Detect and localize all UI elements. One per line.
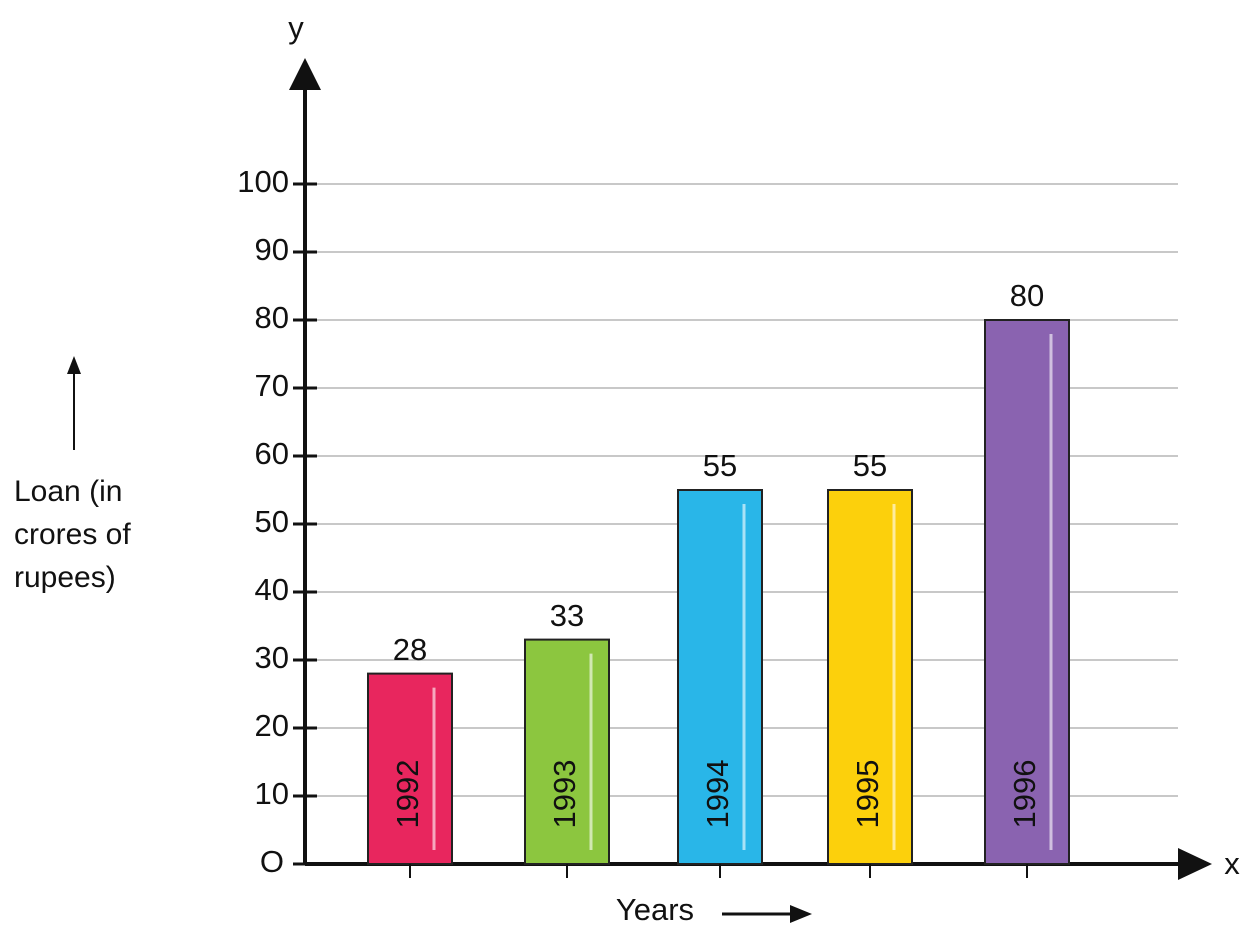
y-tick-label: 20 [255, 708, 289, 743]
category-label: 1994 [700, 760, 735, 829]
x-label-arrowhead [790, 905, 812, 923]
y-tick-label: 40 [255, 572, 289, 607]
y-tick-label: 30 [255, 640, 289, 675]
bar [827, 489, 913, 865]
value-label: 80 [1010, 278, 1044, 313]
x-axis-label: Years [616, 892, 694, 927]
value-label: 33 [550, 598, 584, 633]
y-tick-label: 80 [255, 300, 289, 335]
category-label: 1992 [390, 760, 425, 829]
y-tick-label: 70 [255, 368, 289, 403]
bar [367, 672, 453, 865]
y-label-arrowhead [67, 356, 81, 374]
y-axis-label: Loan (in crores of rupees) [14, 475, 131, 594]
y-tick-label: 60 [255, 436, 289, 471]
y-tick-label: 50 [255, 504, 289, 539]
category-label: 1996 [1007, 760, 1042, 829]
y-tick-label: 10 [255, 776, 289, 811]
y-axis-letter: y [288, 10, 304, 45]
bar [984, 319, 1070, 865]
value-label: 28 [393, 632, 427, 667]
bar [677, 489, 763, 865]
y-axis-arrow [289, 58, 321, 90]
bar [524, 638, 610, 865]
category-label: 1993 [547, 760, 582, 829]
x-axis-arrow [1178, 848, 1212, 880]
y-tick-label: 90 [255, 232, 289, 267]
value-label: 55 [853, 448, 887, 483]
category-label: 1995 [850, 760, 885, 829]
y-tick-label: O [260, 844, 284, 879]
value-label: 55 [703, 448, 737, 483]
x-axis-letter: x [1224, 846, 1240, 881]
y-tick-label: 100 [237, 164, 289, 199]
